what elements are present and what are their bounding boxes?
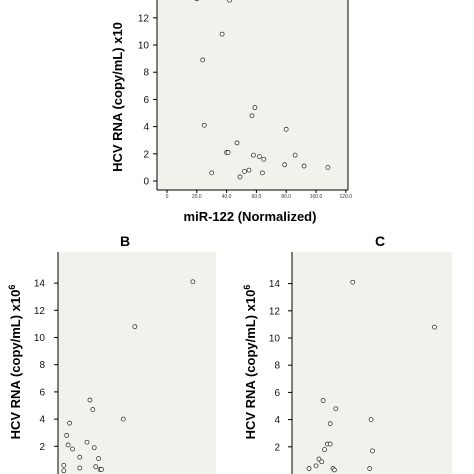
- y-tick-label: 8: [143, 68, 149, 79]
- y-tick-label: 12: [269, 306, 281, 317]
- y-axis-title: HCV RNA (copy/mL) x10: [110, 22, 125, 172]
- data-point: [332, 467, 337, 473]
- data-point: [237, 174, 243, 180]
- y-tick-label: 4: [274, 415, 280, 426]
- data-point: [256, 154, 262, 159]
- y-tick-label: 4: [39, 415, 45, 426]
- data-point: [283, 126, 289, 132]
- x-tick-label: 120.0: [340, 194, 353, 200]
- y-tick-label: 14: [269, 279, 281, 290]
- data-point: [301, 163, 307, 169]
- x-axis-title: miR-122 (Normalized): [184, 209, 317, 224]
- y-tick-label: 10: [138, 41, 150, 52]
- y-axis-title-superscript: 6: [7, 285, 17, 290]
- plot-area: [58, 252, 216, 474]
- y-tick-label: 12: [138, 13, 150, 24]
- data-point: [132, 324, 138, 330]
- data-point: [227, 0, 232, 3]
- data-point: [350, 279, 356, 285]
- data-point: [242, 169, 247, 174]
- data-point: [65, 442, 71, 448]
- data-point: [319, 459, 325, 465]
- data-point: [325, 164, 331, 170]
- data-point: [61, 462, 67, 468]
- data-point: [316, 456, 322, 462]
- data-point: [84, 439, 90, 445]
- x-tick-label: 20.0: [192, 194, 202, 200]
- data-point: [64, 433, 70, 438]
- data-point: [249, 113, 255, 119]
- data-point: [90, 407, 96, 412]
- data-point: [282, 162, 288, 168]
- y-tick-label: 2: [143, 149, 149, 160]
- data-point: [252, 105, 258, 110]
- data-point: [99, 467, 104, 472]
- y-axis-title-superscript: 6: [242, 285, 252, 290]
- data-point: [201, 122, 207, 128]
- y-axis-title: HCV RNA (copy/mL) x106: [242, 285, 258, 440]
- data-point: [259, 170, 265, 176]
- data-point: [225, 150, 231, 155]
- data-point: [246, 167, 252, 173]
- data-point: [91, 445, 97, 451]
- data-point: [87, 397, 93, 403]
- y-tick-label: 8: [39, 360, 45, 371]
- data-point: [327, 421, 333, 427]
- plot-area: [157, 0, 348, 190]
- data-point: [77, 454, 83, 460]
- data-point: [368, 417, 374, 423]
- chart-panel-c: 2 4 6 8 10 12 14 HCV RNA (copy/mL) x106 C: [242, 233, 452, 474]
- y-tick-label: 10: [34, 333, 46, 344]
- y-tick-label: 2: [39, 442, 45, 453]
- data-point: [292, 152, 298, 158]
- data-point: [327, 441, 333, 447]
- plot-area: [292, 252, 452, 474]
- data-point: [120, 416, 126, 422]
- panel-label: B: [120, 233, 130, 249]
- data-point: [234, 140, 240, 146]
- data-point: [313, 463, 319, 469]
- y-tick-label: 14: [34, 279, 46, 290]
- data-point: [200, 57, 206, 63]
- x-tick-label: 0: [166, 194, 169, 200]
- chart-panel-a: 0 2 4 6 8 10 12 0 20.0 40.0 60.0 80.0 100.0 120.0 miR-…: [110, 0, 352, 224]
- y-tick-label: 6: [39, 387, 45, 398]
- y-tick-label: 4: [143, 122, 149, 133]
- y-axis-title: HCV RNA (copy/mL) x106: [7, 285, 23, 440]
- data-point: [322, 447, 327, 452]
- chart-panel-b: 2 4 6 8 10 12 14 HCV RNA (copy/mL) x106 B: [7, 233, 216, 474]
- data-point: [367, 466, 373, 471]
- data-point: [77, 465, 83, 471]
- data-point: [333, 406, 339, 412]
- x-tick-label: 40.0: [222, 194, 232, 200]
- data-point: [96, 456, 101, 461]
- data-point: [67, 420, 72, 426]
- data-point: [70, 446, 75, 452]
- y-tick-label: 10: [269, 334, 281, 345]
- data-point: [306, 466, 312, 471]
- data-point: [251, 152, 256, 158]
- data-point: [219, 31, 225, 37]
- y-tick-label: 12: [34, 306, 46, 317]
- x-tick-label: 80.0: [281, 194, 291, 200]
- x-tick-label: 100.0: [310, 194, 323, 200]
- panel-label: C: [375, 233, 385, 249]
- y-tick-label: 0: [143, 177, 149, 188]
- data-point: [261, 156, 267, 162]
- data-point: [320, 398, 326, 403]
- data-point: [190, 279, 196, 285]
- x-tick-label: 60.0: [252, 194, 262, 200]
- y-tick-label: 6: [143, 95, 149, 106]
- data-point: [432, 324, 437, 330]
- data-point: [61, 468, 67, 474]
- data-point: [93, 464, 99, 470]
- y-tick-label: 2: [274, 442, 280, 453]
- y-tick-label: 8: [274, 361, 280, 372]
- data-point: [209, 170, 215, 176]
- data-point: [194, 0, 199, 2]
- y-tick-label: 6: [274, 388, 280, 399]
- data-point: [370, 448, 375, 454]
